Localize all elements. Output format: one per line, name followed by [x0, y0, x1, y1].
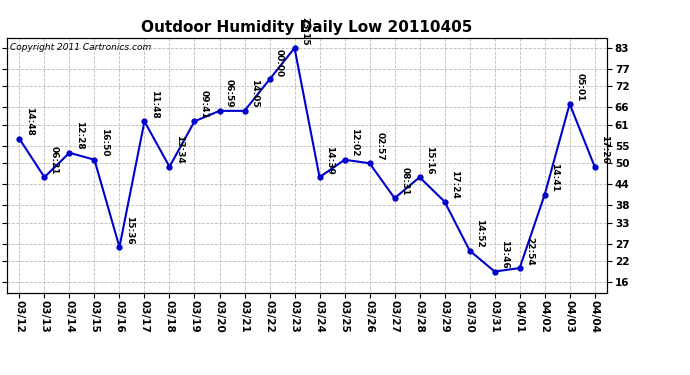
- Text: 13:34: 13:34: [175, 135, 184, 164]
- Text: Copyright 2011 Cartronics.com: Copyright 2011 Cartronics.com: [10, 43, 151, 52]
- Text: 06:59: 06:59: [225, 80, 234, 108]
- Text: 15:16: 15:16: [425, 146, 434, 174]
- Text: 17:26: 17:26: [600, 135, 609, 164]
- Text: 02:57: 02:57: [375, 132, 384, 160]
- Text: 13:46: 13:46: [500, 240, 509, 269]
- Text: 14:39: 14:39: [325, 146, 334, 174]
- Text: 14:48: 14:48: [25, 107, 34, 136]
- Text: 14:52: 14:52: [475, 219, 484, 248]
- Text: 09:41: 09:41: [200, 90, 209, 118]
- Text: 16:50: 16:50: [100, 129, 109, 157]
- Text: 00:00: 00:00: [275, 48, 284, 76]
- Title: Outdoor Humidity Daily Low 20110405: Outdoor Humidity Daily Low 20110405: [141, 20, 473, 35]
- Text: 14:41: 14:41: [550, 163, 559, 192]
- Text: 12:28: 12:28: [75, 122, 84, 150]
- Text: 05:01: 05:01: [575, 73, 584, 101]
- Text: 23:15: 23:15: [300, 16, 309, 45]
- Text: 15:36: 15:36: [125, 216, 134, 244]
- Text: 08:31: 08:31: [400, 167, 409, 195]
- Text: 11:48: 11:48: [150, 90, 159, 118]
- Text: 12:02: 12:02: [350, 129, 359, 157]
- Text: 17:24: 17:24: [450, 170, 459, 199]
- Text: 22:54: 22:54: [525, 237, 534, 265]
- Text: 06:21: 06:21: [50, 146, 59, 174]
- Text: 14:05: 14:05: [250, 80, 259, 108]
